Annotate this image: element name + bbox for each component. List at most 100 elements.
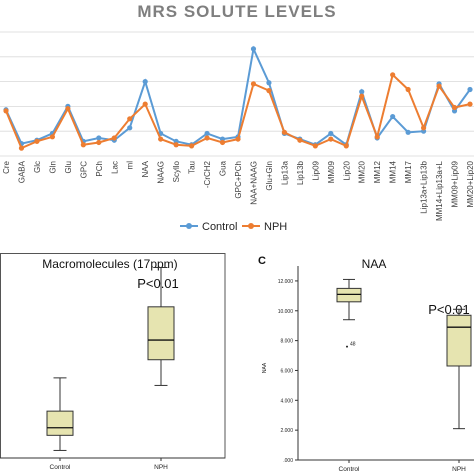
x-tick-label: ml xyxy=(126,161,135,170)
data-point-nph xyxy=(359,93,365,99)
panel-c-y-tick-label: 6.000 xyxy=(280,368,293,374)
data-point-nph xyxy=(451,104,458,111)
data-point-nph xyxy=(219,139,226,146)
x-tick-label: Lac xyxy=(110,161,119,174)
x-tick-label: PCh xyxy=(95,161,104,177)
x-tick-label: Lip09 xyxy=(311,160,320,180)
data-point-nph xyxy=(80,142,86,148)
data-point-control xyxy=(266,80,272,86)
x-tick-label: -CrCH2 xyxy=(203,160,212,188)
data-point-nph xyxy=(127,116,133,122)
x-tick-label: NAA xyxy=(141,160,150,177)
data-point-nph xyxy=(173,142,179,148)
x-tick-label: NAAG xyxy=(157,161,166,184)
x-tick-label: Cre xyxy=(2,160,11,173)
x-tick-label: Glu+Gln xyxy=(265,161,274,191)
legend-entry: Control xyxy=(202,221,237,233)
data-point-control xyxy=(142,79,148,85)
x-tick-label: MM09+Lip09 xyxy=(451,160,460,207)
data-point-control xyxy=(359,89,365,95)
panel-c-y-tick-label: 8.000 xyxy=(280,339,293,345)
data-point-control xyxy=(127,125,133,131)
panel-c-x-label: Control xyxy=(339,466,361,473)
panel-c-y-tick-label: 4.000 xyxy=(280,398,293,404)
panel-b-pvalue: P<0.01 xyxy=(137,276,179,291)
x-tick-label: Lip13a+Lip13b xyxy=(420,160,429,213)
x-tick-label: MM20 xyxy=(358,160,367,183)
series-line-control xyxy=(5,45,471,147)
data-point-control xyxy=(250,46,257,52)
x-tick-label: GPC xyxy=(79,161,88,179)
panel-c-title: NAA xyxy=(362,257,387,271)
data-point-control xyxy=(96,135,102,141)
x-tick-label: Tau xyxy=(188,161,197,174)
data-point-control xyxy=(328,130,334,137)
panel-c-y-label: NAA xyxy=(262,362,268,373)
panel-b-title: Macromolecules (17ppm) xyxy=(42,257,177,271)
data-point-nph xyxy=(189,143,195,149)
x-tick-label: Glu xyxy=(64,161,73,173)
data-point-nph xyxy=(374,134,380,140)
data-point-nph xyxy=(34,138,40,144)
panel-c-box-control-box xyxy=(336,287,362,303)
data-point-nph xyxy=(405,86,411,93)
x-tick-label: MM12 xyxy=(373,160,382,183)
x-tick-label: GPC+PCh xyxy=(234,161,243,199)
data-point-nph xyxy=(158,136,164,142)
data-point-control xyxy=(405,129,411,135)
data-point-control xyxy=(204,130,210,137)
data-point-nph xyxy=(266,88,272,94)
data-point-nph xyxy=(49,134,56,140)
data-point-nph xyxy=(467,101,473,107)
data-point-nph xyxy=(18,145,25,151)
x-tick-label: Lip20 xyxy=(342,160,351,180)
panel-b-box-control-box xyxy=(46,410,74,436)
data-point-control xyxy=(390,113,396,120)
panel-b-frame xyxy=(0,253,226,459)
data-point-nph xyxy=(3,108,9,114)
data-point-nph xyxy=(250,81,257,87)
panel-b-box-nph-box xyxy=(147,306,175,361)
panel-c-y-tick-label: 10.000 xyxy=(278,309,294,315)
panel-c-letter: C xyxy=(258,255,266,267)
data-point-nph xyxy=(96,139,102,146)
x-tick-label: Lip13b xyxy=(296,160,305,185)
data-point-nph xyxy=(436,83,442,89)
data-point-nph xyxy=(421,125,427,131)
x-tick-label: MM20+Lip20 xyxy=(466,160,474,207)
data-point-nph xyxy=(343,143,349,149)
data-point-nph xyxy=(142,101,148,107)
panel-c-outlier-label: 48 xyxy=(350,342,356,348)
panel-b-x-label: Control xyxy=(50,464,72,471)
x-tick-label: Gln xyxy=(48,161,57,173)
data-point-nph xyxy=(390,72,396,78)
panel-c-y-tick-label: 12.000 xyxy=(278,279,294,285)
panel-c-x-label: NPH xyxy=(452,466,466,473)
x-tick-label: MM14+Lip13a+L xyxy=(435,160,444,221)
data-point-nph xyxy=(281,129,287,135)
x-tick-label: MM14 xyxy=(389,160,398,183)
legend-swatch-marker xyxy=(186,223,192,229)
data-point-nph xyxy=(65,106,71,112)
legend-swatch-marker xyxy=(248,223,254,229)
x-tick-label: GABA xyxy=(17,160,26,183)
data-point-control xyxy=(467,86,473,93)
panel-c-y-tick-label: .000 xyxy=(283,458,293,464)
line-chart-title: MRS SOLUTE LEVELS xyxy=(137,2,336,21)
panel-c-outlier-point xyxy=(346,345,348,348)
panel-c-box-nph-box xyxy=(446,314,472,367)
x-tick-label: MM17 xyxy=(404,160,413,183)
data-point-nph xyxy=(235,136,241,142)
x-tick-label: Scyllo xyxy=(172,160,181,182)
panel-c-y-tick-label: 2.000 xyxy=(280,428,293,434)
data-point-nph xyxy=(111,135,117,141)
x-tick-label: NAA+NAAG xyxy=(249,161,258,205)
data-point-nph xyxy=(204,135,210,141)
data-point-nph xyxy=(328,136,334,142)
x-tick-label: Gua xyxy=(219,160,228,176)
data-point-nph xyxy=(312,143,318,149)
data-point-nph xyxy=(297,137,303,143)
panel-b-x-label: NPH xyxy=(154,464,168,471)
legend-entry: NPH xyxy=(264,221,287,233)
